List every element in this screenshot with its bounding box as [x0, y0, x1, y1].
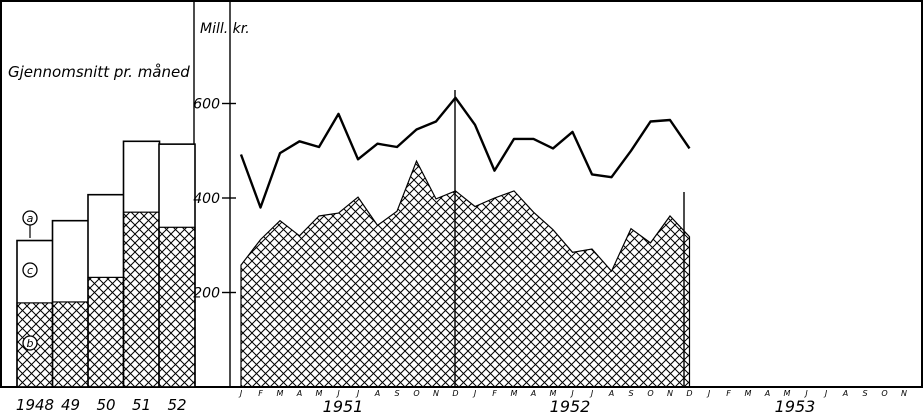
bar-b-52 — [158, 226, 196, 388]
month-label-34: N — [901, 389, 907, 398]
month-label-6: J — [355, 389, 360, 398]
month-label-1: F — [258, 389, 263, 398]
month-label-25: F — [726, 389, 731, 398]
marker-label-c: c — [27, 264, 33, 277]
month-label-18: J — [589, 389, 594, 398]
month-label-27: A — [764, 389, 770, 398]
bar-category-labels: 1948 49 50 51 52 — [16, 396, 187, 414]
series-markers: a c b — [22, 210, 38, 351]
month-label-0: J — [238, 389, 243, 398]
hatched-area-series — [240, 159, 691, 388]
month-label-14: M — [511, 389, 518, 398]
month-label-4: M — [316, 389, 323, 398]
marker-circle-b — [22, 335, 38, 351]
y-axis-unit-label: Mill. kr. — [200, 21, 250, 37]
bar-label-50: 50 — [96, 396, 115, 414]
month-label-29: J — [803, 389, 808, 398]
month-label-5: J — [335, 389, 340, 398]
year-label-1953: 1953 — [775, 397, 816, 416]
month-label-22: N — [667, 389, 673, 398]
bar-label-1948: 1948 — [16, 396, 54, 414]
month-label-13: F — [492, 389, 497, 398]
month-label-32: S — [862, 389, 867, 398]
month-label-23: D — [686, 389, 692, 398]
month-label-20: S — [628, 389, 633, 398]
month-label-7: A — [374, 389, 380, 398]
month-label-19: A — [608, 389, 614, 398]
month-label-15: A — [530, 389, 536, 398]
month-label-11: D — [452, 389, 458, 398]
month-label-30: J — [823, 389, 828, 398]
marker-label-b: b — [27, 337, 34, 350]
year-label-1952: 1952 — [550, 397, 591, 416]
bar-b-51 — [122, 211, 161, 388]
month-label-12: J — [472, 389, 477, 398]
year-label-1951: 1951 — [323, 397, 364, 416]
month-label-3: A — [296, 389, 302, 398]
bar-label-49: 49 — [61, 396, 80, 414]
month-label-10: N — [433, 389, 439, 398]
marker-label-a: a — [27, 212, 34, 225]
month-label-9: O — [413, 389, 419, 398]
y-axis-ticks: 200 400 600 — [193, 97, 236, 302]
month-label-21: O — [647, 389, 653, 398]
month-label-31: A — [842, 389, 848, 398]
left-panel-title: Gjennomsnitt pr. måned — [8, 63, 190, 81]
marker-circle-c — [22, 262, 38, 278]
bar-label-52: 52 — [167, 396, 186, 414]
month-label-17: J — [569, 389, 574, 398]
month-label-24: J — [706, 389, 711, 398]
bar-b-50 — [87, 276, 125, 388]
month-label-16: M — [550, 389, 557, 398]
year-labels: 1951 1952 1953 — [323, 397, 816, 416]
month-label-8: S — [394, 389, 399, 398]
month-label-26: M — [745, 389, 752, 398]
y-tick-label-200: 200 — [193, 286, 220, 302]
y-tick-label-600: 600 — [193, 97, 220, 113]
y-tick-label-400: 400 — [193, 191, 220, 207]
monthly-area-series — [239, 96, 691, 388]
bar-label-51: 51 — [132, 396, 151, 414]
month-label-33: O — [881, 389, 887, 398]
bar-b-49 — [51, 301, 90, 388]
annual-average-bars — [16, 140, 196, 388]
month-label-2: M — [277, 389, 284, 398]
month-label-28: M — [784, 389, 791, 398]
total-line-series — [239, 96, 691, 209]
